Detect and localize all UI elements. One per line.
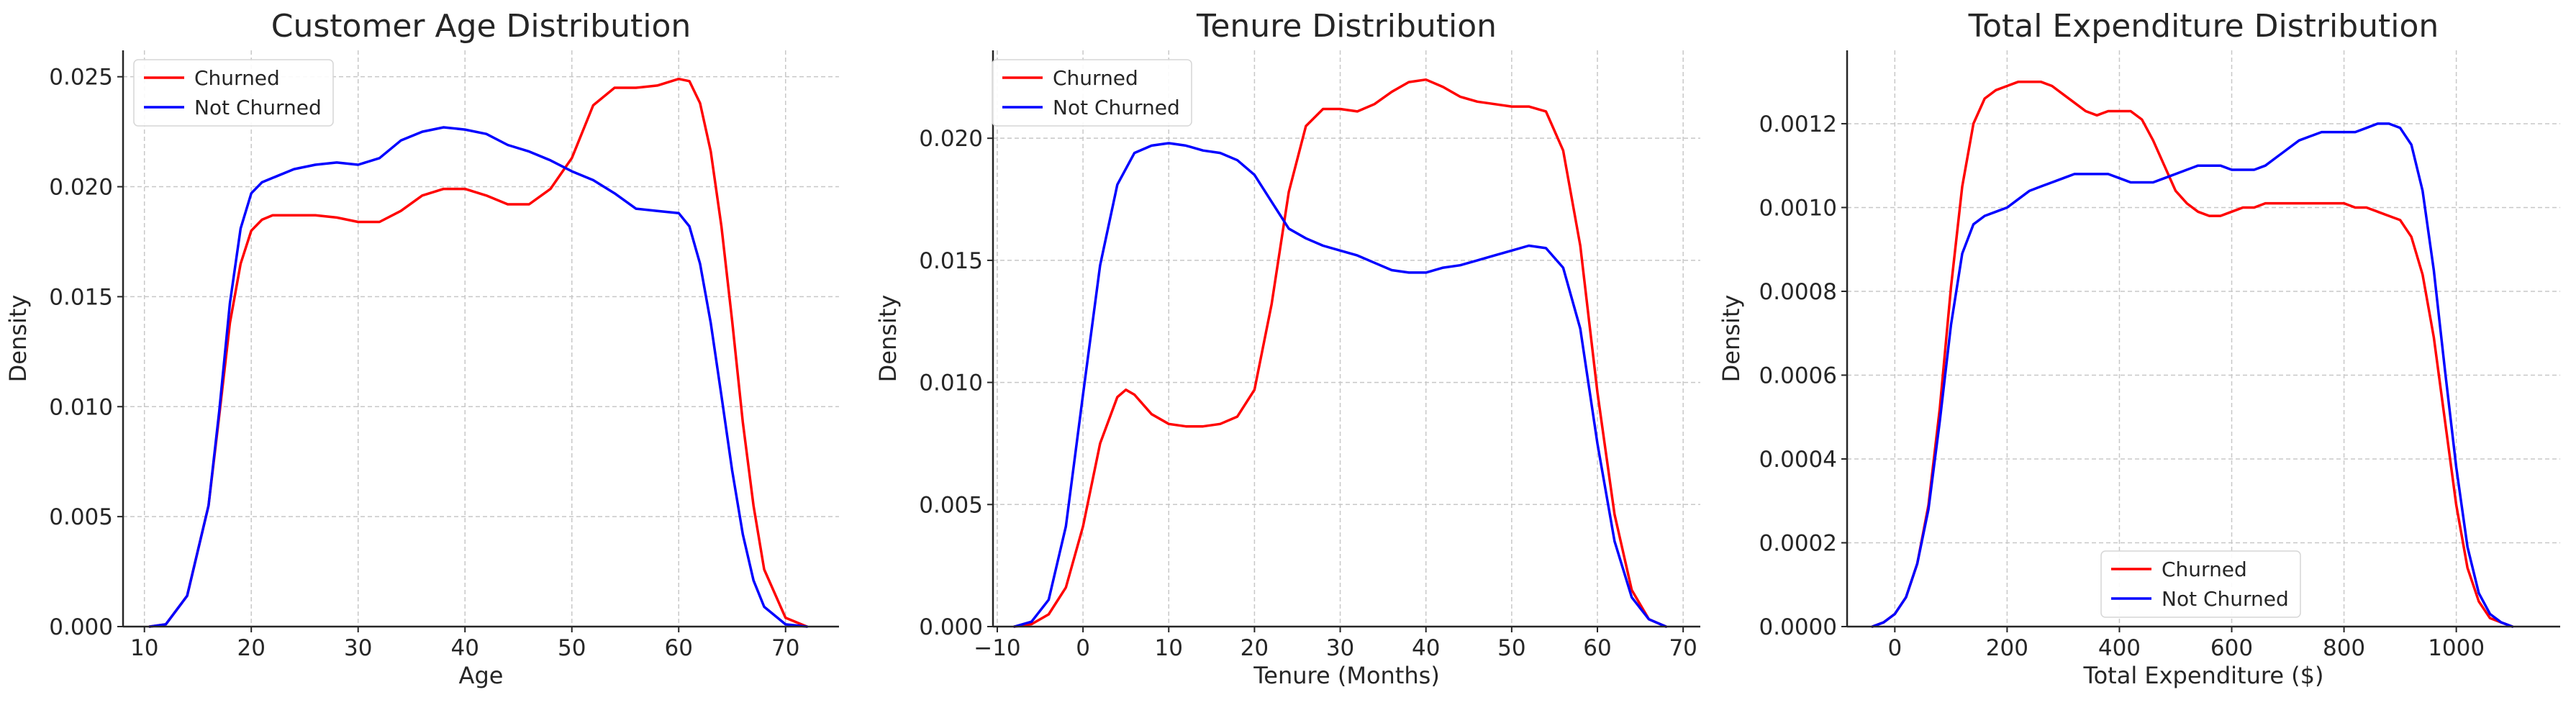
chart-panel-3: 0 200 400 600 800 1000 0.0000 0.0002 0.0004 0.000…	[1718, 8, 2560, 689]
legend-label: Churned	[2162, 558, 2247, 581]
chart-title: Customer Age Distribution	[271, 8, 691, 45]
x-tick-label: 70	[771, 635, 799, 661]
y-tick-label: 0.0008	[1759, 279, 1837, 305]
y-tick-label: 0.010	[49, 394, 113, 420]
x-tick-label: 1000	[2428, 635, 2485, 661]
x-tick-label: 0	[1076, 635, 1090, 661]
legend-label: Churned	[194, 66, 280, 90]
series-line-not-churned	[148, 126, 809, 628]
y-axis-label: Density	[4, 295, 32, 383]
x-tick-label: −10	[974, 635, 1020, 661]
x-tick-label: 60	[1583, 635, 1611, 661]
y-tick-label: 0.0006	[1759, 363, 1837, 388]
x-tick-label: 10	[130, 635, 158, 661]
x-tick-label: 30	[1326, 635, 1354, 661]
y-tick-label: 0.005	[919, 492, 983, 518]
x-tick-label: 40	[1412, 635, 1440, 661]
legend-box	[992, 59, 1192, 127]
y-tick-label: 0.010	[919, 370, 983, 396]
x-tick-label: 70	[1669, 635, 1697, 661]
y-axis-label: Density	[874, 295, 902, 383]
x-tick-label: 800	[2323, 635, 2365, 661]
y-tick-label: 0.025	[49, 65, 113, 91]
series-line-not-churned	[1871, 122, 2514, 628]
chart-panel-2: −10 0 10 20 30 40 50 60 70 0.000 0.005 0.010 0.015 0.…	[874, 8, 1700, 689]
y-tick-label: 0.000	[49, 614, 113, 640]
chart-title: Tenure Distribution	[1196, 8, 1497, 45]
y-tick-label: 0.020	[919, 126, 983, 152]
legend-box	[133, 59, 334, 127]
series-line-churned	[1871, 80, 2514, 628]
y-tick-label: 0.0010	[1759, 195, 1837, 221]
x-tick-label: 40	[450, 635, 479, 661]
legend-label: Not Churned	[194, 96, 322, 119]
series-line-churned	[1013, 78, 1668, 628]
x-tick-label: 50	[558, 635, 586, 661]
x-tick-label: 20	[1241, 635, 1269, 661]
legend-box	[2100, 550, 2301, 618]
x-tick-label: 60	[665, 635, 693, 661]
series-line-not-churned	[1013, 142, 1668, 628]
x-axis-label: Tenure (Months)	[1253, 662, 1440, 689]
y-tick-label: 0.0002	[1759, 530, 1837, 556]
x-tick-label: 10	[1155, 635, 1183, 661]
y-tick-label: 0.015	[49, 284, 113, 310]
chart-panel-1: 10 20 30 40 50 60 70 0.000 0.005 0.010 0.015 0.020 0…	[4, 8, 839, 689]
x-axis-label: Age	[459, 662, 504, 689]
x-tick-label: 600	[2210, 635, 2253, 661]
x-tick-label: 50	[1497, 635, 1525, 661]
x-tick-label: 400	[2098, 635, 2141, 661]
legend: Churned Not Churned	[2100, 550, 2301, 618]
y-tick-label: 0.000	[919, 614, 983, 640]
legend-label: Not Churned	[1053, 96, 1180, 119]
y-tick-label: 0.020	[49, 175, 113, 201]
y-tick-label: 0.0004	[1759, 447, 1837, 473]
legend: Churned Not Churned	[133, 59, 334, 127]
x-tick-label: 0	[1887, 635, 1902, 661]
y-tick-label: 0.015	[919, 248, 983, 274]
y-tick-label: 0.0012	[1759, 112, 1837, 137]
chart-title: Total Expenditure Distribution	[1968, 8, 2439, 45]
series-line-churned	[148, 77, 809, 628]
y-tick-label: 0.0000	[1759, 614, 1837, 640]
legend: Churned Not Churned	[992, 59, 1192, 127]
y-tick-label: 0.005	[49, 504, 113, 530]
x-tick-label: 20	[237, 635, 265, 661]
x-tick-label: 30	[344, 635, 372, 661]
x-tick-label: 200	[1986, 635, 2028, 661]
x-axis-label: Total Expenditure ($)	[2082, 662, 2323, 689]
legend-label: Not Churned	[2162, 587, 2289, 611]
y-axis-label: Density	[1718, 295, 1745, 383]
legend-label: Churned	[1053, 66, 1138, 90]
